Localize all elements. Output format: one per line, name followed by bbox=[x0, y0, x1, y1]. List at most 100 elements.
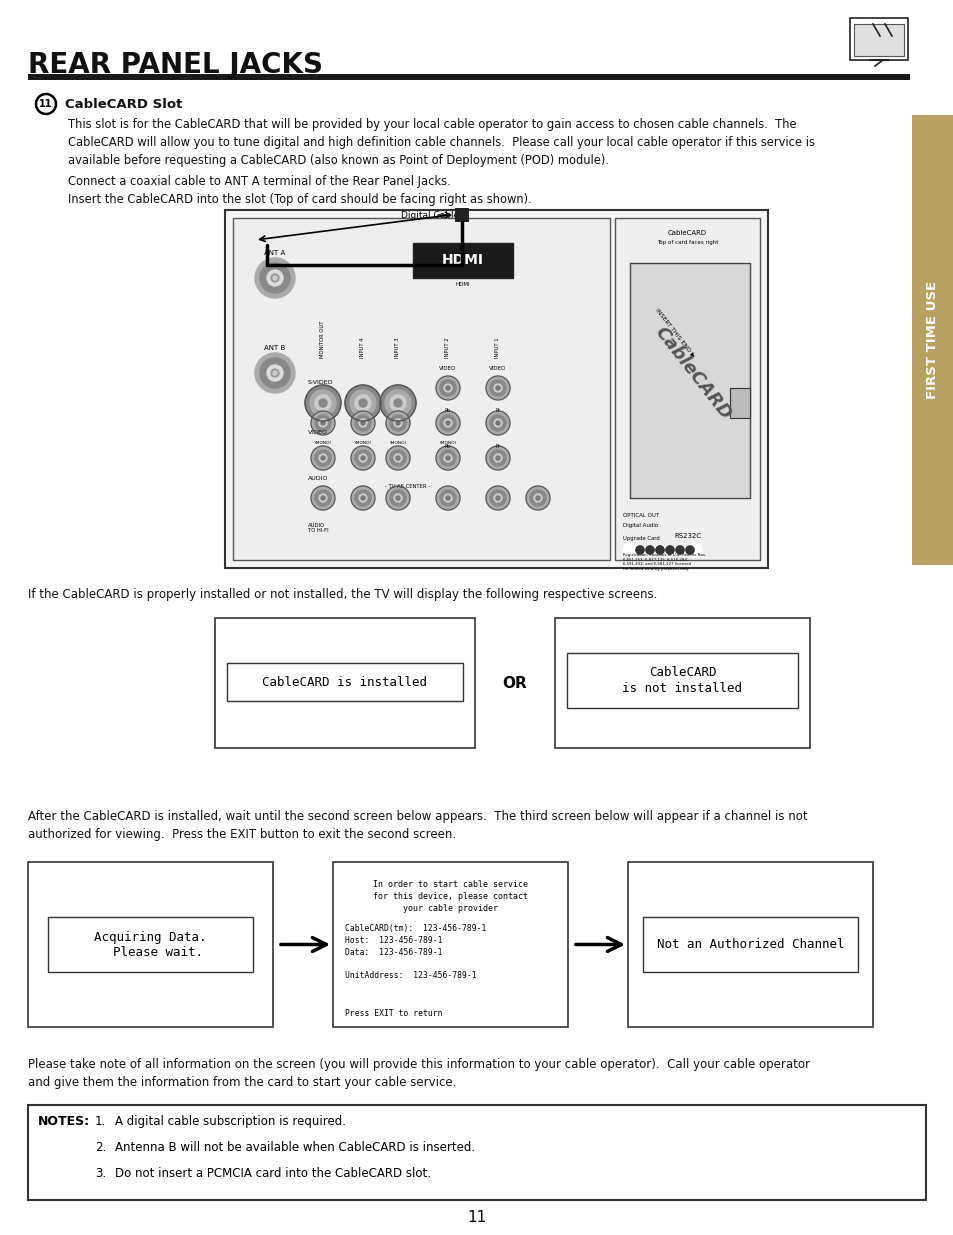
Circle shape bbox=[446, 387, 450, 390]
Circle shape bbox=[395, 496, 399, 500]
Circle shape bbox=[525, 487, 550, 510]
Circle shape bbox=[254, 353, 294, 393]
Text: CableCARD Slot: CableCARD Slot bbox=[65, 98, 182, 110]
Circle shape bbox=[446, 421, 450, 425]
Bar bbox=[455, 207, 469, 222]
Text: (MONO): (MONO) bbox=[314, 441, 332, 445]
Circle shape bbox=[490, 415, 505, 431]
Circle shape bbox=[534, 494, 541, 501]
Text: After the CableCARD is installed, wait until the second screen below appears.  T: After the CableCARD is installed, wait u… bbox=[28, 810, 807, 841]
Text: Please take note of all information on the screen (you will provide this informa: Please take note of all information on t… bbox=[28, 1058, 809, 1089]
Text: Pb: Pb bbox=[444, 443, 451, 448]
Circle shape bbox=[318, 494, 327, 501]
Circle shape bbox=[318, 419, 327, 427]
Circle shape bbox=[536, 496, 539, 500]
Text: OR: OR bbox=[502, 676, 527, 690]
Circle shape bbox=[254, 258, 294, 298]
Circle shape bbox=[446, 456, 450, 459]
Text: (MONO): (MONO) bbox=[355, 441, 371, 445]
Circle shape bbox=[314, 395, 331, 411]
Text: VIDEO: VIDEO bbox=[489, 366, 506, 370]
Circle shape bbox=[311, 446, 335, 471]
Polygon shape bbox=[629, 263, 749, 498]
Text: 11: 11 bbox=[467, 1210, 486, 1225]
Circle shape bbox=[345, 385, 380, 421]
Bar bbox=[729, 388, 749, 417]
Circle shape bbox=[496, 421, 499, 425]
Circle shape bbox=[685, 546, 693, 555]
Bar bbox=[413, 243, 513, 278]
Circle shape bbox=[622, 543, 637, 557]
Circle shape bbox=[305, 385, 340, 421]
Text: A digital cable subscription is required.: A digital cable subscription is required… bbox=[115, 1115, 346, 1128]
Text: This slot is for the CableCARD that will be provided by your local cable operato: This slot is for the CableCARD that will… bbox=[68, 119, 814, 167]
Circle shape bbox=[490, 490, 505, 506]
Text: Connect a coaxial cable to ANT A terminal of the Rear Panel Jacks.
Insert the Ca: Connect a coaxial cable to ANT A termina… bbox=[68, 175, 531, 206]
Bar bbox=[214, 618, 475, 748]
Bar bbox=[28, 74, 909, 80]
Circle shape bbox=[386, 487, 410, 510]
Circle shape bbox=[443, 494, 452, 501]
Text: HDMI: HDMI bbox=[441, 253, 483, 268]
Circle shape bbox=[665, 546, 673, 555]
Circle shape bbox=[656, 546, 663, 555]
Bar bbox=[566, 653, 797, 708]
Circle shape bbox=[358, 494, 367, 501]
Text: Press EXIT to return: Press EXIT to return bbox=[345, 1009, 442, 1018]
Bar bbox=[48, 918, 253, 972]
Text: REAR PANEL JACKS: REAR PANEL JACKS bbox=[28, 51, 323, 79]
Circle shape bbox=[443, 384, 452, 391]
Circle shape bbox=[267, 366, 283, 382]
Bar bbox=[853, 23, 903, 56]
Circle shape bbox=[379, 385, 416, 421]
Text: (MONO): (MONO) bbox=[389, 441, 406, 445]
Text: AUDIO
TO HI-FI: AUDIO TO HI-FI bbox=[308, 522, 328, 534]
Circle shape bbox=[358, 399, 367, 408]
Circle shape bbox=[636, 546, 643, 555]
Text: Antenna B will not be available when CableCARD is inserted.: Antenna B will not be available when Cab… bbox=[115, 1141, 475, 1153]
Circle shape bbox=[494, 419, 501, 427]
Text: 11: 11 bbox=[39, 99, 52, 109]
Bar bbox=[28, 1105, 925, 1200]
Text: CableCARD(tm):  123-456-789-1
Host:  123-456-789-1
Data:  123-456-789-1

UnitAdd: CableCARD(tm): 123-456-789-1 Host: 123-4… bbox=[345, 924, 486, 981]
Circle shape bbox=[394, 419, 401, 427]
Circle shape bbox=[439, 490, 456, 506]
Text: CableCARD: CableCARD bbox=[650, 324, 734, 422]
Circle shape bbox=[314, 490, 331, 506]
Circle shape bbox=[394, 399, 401, 408]
Circle shape bbox=[645, 546, 654, 555]
Circle shape bbox=[320, 456, 325, 459]
Bar bbox=[233, 219, 609, 559]
Circle shape bbox=[355, 415, 371, 431]
Circle shape bbox=[358, 454, 367, 462]
Circle shape bbox=[351, 411, 375, 435]
Text: - TV AS CENTER -: - TV AS CENTER - bbox=[385, 483, 430, 489]
Text: OPTICAL OUT: OPTICAL OUT bbox=[622, 513, 659, 517]
Circle shape bbox=[436, 487, 459, 510]
Circle shape bbox=[360, 421, 365, 425]
Circle shape bbox=[360, 496, 365, 500]
Circle shape bbox=[318, 399, 327, 408]
Circle shape bbox=[314, 415, 331, 431]
Text: Not an Authorized Channel: Not an Authorized Channel bbox=[656, 939, 843, 951]
Circle shape bbox=[436, 375, 459, 400]
Circle shape bbox=[436, 446, 459, 471]
Circle shape bbox=[390, 395, 406, 411]
Circle shape bbox=[271, 369, 278, 377]
Bar bbox=[849, 19, 907, 61]
Circle shape bbox=[395, 421, 399, 425]
Circle shape bbox=[490, 450, 505, 466]
Text: MONITOR OUT: MONITOR OUT bbox=[320, 321, 325, 358]
Circle shape bbox=[494, 384, 501, 391]
Bar bbox=[227, 663, 462, 701]
Circle shape bbox=[395, 456, 399, 459]
Text: INPUT 2: INPUT 2 bbox=[445, 337, 450, 358]
Circle shape bbox=[360, 456, 365, 459]
Circle shape bbox=[273, 275, 276, 280]
Circle shape bbox=[320, 496, 325, 500]
Text: NOTES:: NOTES: bbox=[38, 1115, 90, 1128]
Circle shape bbox=[355, 450, 371, 466]
Circle shape bbox=[494, 494, 501, 501]
Circle shape bbox=[394, 494, 401, 501]
Circle shape bbox=[485, 411, 510, 435]
